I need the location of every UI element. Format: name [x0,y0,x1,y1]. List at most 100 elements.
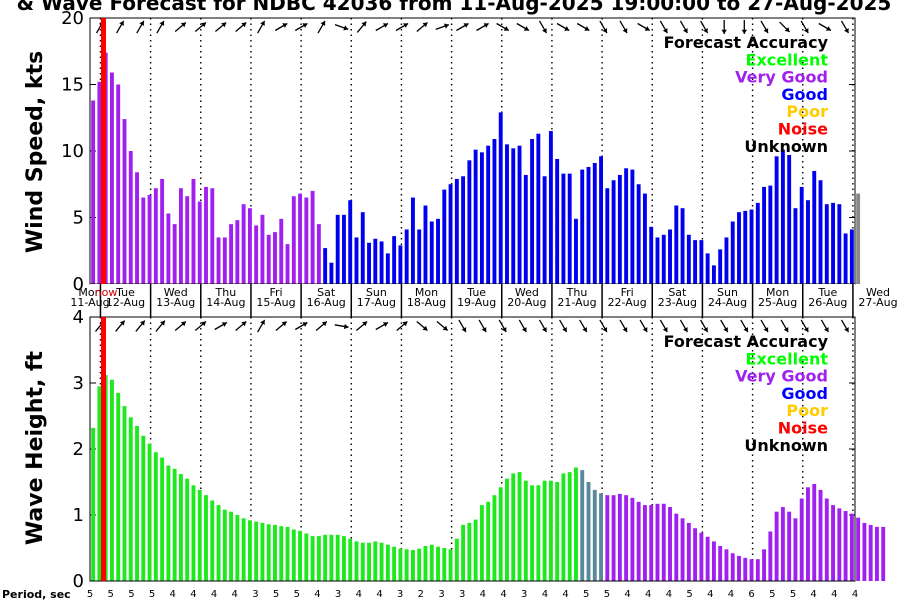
wave-bar [693,528,698,581]
wind-bar [686,234,691,284]
wave-bar [605,495,610,581]
wind-bar [806,200,810,284]
wave-bar [517,472,522,581]
wind-bar [147,194,152,284]
wave-bar [856,517,861,581]
wave-bar [279,526,284,581]
wave-bar [843,511,848,581]
wave-bar [624,495,629,581]
wave-bar [730,553,735,581]
wave-bar [705,536,710,581]
wind-arrow-head [784,27,790,32]
wave-arrow-head [562,327,567,333]
wave-bar [417,548,422,581]
wave-bar [567,472,572,581]
wind-bar [172,224,177,284]
wave-bar [574,467,578,581]
wind-arrow-head [159,20,165,26]
wind-bar [216,237,221,284]
wave-bar [793,518,798,581]
wind-bar [567,173,572,284]
period-value: 3 [335,589,341,600]
wave-bar [116,392,121,581]
wave-bar [166,465,171,581]
legend-item-very-good: Very Good [735,68,828,87]
date-label: 20-Aug [507,296,546,309]
wave-bar [711,541,716,581]
legend-item-noise: Noise [778,419,828,438]
wind-y-tick-label: 20 [61,8,84,29]
wind-arrow-head [602,28,608,34]
wind-bar [141,197,146,284]
period-value: 4 [645,589,651,600]
wave-direction-arrows [95,319,850,333]
period-value: 4 [624,589,630,600]
wave-bar [467,522,472,581]
wave-bar [135,425,139,581]
wave-bar [229,511,234,581]
now-marker: now [95,18,117,581]
period-title: Period, sec [2,588,71,600]
wind-bar [404,229,409,284]
period-value: 4 [314,589,320,600]
wave-arrow-head [763,327,769,333]
wind-bar [417,229,422,284]
wave-bar [410,549,415,581]
wind-bar [737,212,741,284]
wave-arrow-head [260,319,265,325]
wave-bar [586,482,591,581]
date-label: 15-Aug [256,296,295,309]
wind-arrow-head [403,23,409,28]
wind-bar [479,152,484,284]
wind-bar [768,185,773,284]
period-value: 5 [273,589,279,600]
wind-bar [373,238,378,284]
wind-arrow-head [180,22,186,28]
wave-bar [348,538,353,581]
wind-bar [743,210,748,284]
wind-bar [178,188,183,284]
wave-bar [247,520,252,581]
wind-bar [617,174,622,284]
wave-bar [110,379,114,581]
wind-bar [166,213,171,284]
wind-bar [592,162,597,284]
wave-bar [686,522,691,581]
period-value: 5 [604,589,610,600]
wave-bar [160,457,165,581]
legend-item-poor: Poor [786,102,828,121]
wave-arrow-head [844,327,849,333]
period-value: 5 [128,589,134,600]
period-value: 3 [438,589,444,600]
date-label: 24-Aug [708,296,747,309]
wave-bar [492,495,497,581]
wave-bar [617,493,622,581]
wind-bar [705,253,710,284]
wind-bar [605,188,610,284]
wave-arrow-head [521,327,527,333]
wave-bar [197,489,202,581]
date-label: 22-Aug [608,296,647,309]
wind-bar [266,234,271,284]
wave-arrow-head [321,321,327,327]
date-label: 18-Aug [407,296,446,309]
wind-arrow-head [564,26,570,31]
wave-bar [611,495,616,581]
wind-bar [392,236,397,284]
wind-bar [204,186,208,284]
legend-item-excellent: Excellent [746,349,829,368]
wind-bar [630,169,635,284]
wave-bar [316,536,321,581]
wave-bar [762,549,767,581]
wave-bar [668,507,672,581]
wave-bar [323,534,328,581]
day-of-week-label: Thu [566,286,588,299]
date-label: 27-Aug [858,296,897,309]
wind-bar [724,237,729,284]
wind-bar [279,218,284,284]
wave-arrow-head [723,327,728,333]
wave-arrow-head [201,321,207,327]
wind-bar [247,208,252,284]
wind-bar [611,180,616,284]
wave-panel: Wave Height, ft 0 1 2 3 4 Forecast AccuracyE… [23,307,886,592]
